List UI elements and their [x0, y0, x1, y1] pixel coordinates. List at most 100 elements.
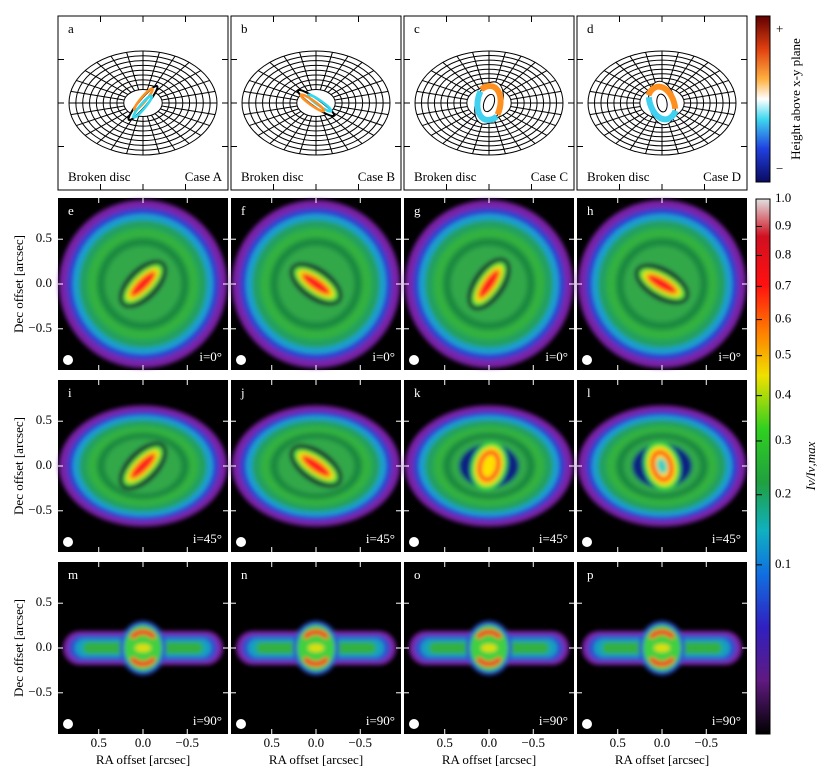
panel-letter: a [68, 21, 74, 36]
inner-disc-bottom [299, 93, 326, 113]
arc-top [302, 629, 330, 640]
beam [63, 537, 73, 547]
x-tick-label: −0.5 [521, 735, 545, 750]
image-panel: j i=45° [231, 380, 401, 552]
grid-spoke [110, 114, 136, 151]
grid-spoke [76, 108, 126, 127]
grid-spoke [615, 114, 649, 145]
x-tick-label: 0.5 [264, 735, 280, 750]
colorbar-top-plus: + [776, 21, 783, 36]
grid-spoke [675, 61, 709, 92]
y-tick-label: 0.0 [36, 275, 52, 290]
inclination-label: i=0° [372, 349, 395, 364]
colorbar-tick-label: 0.7 [775, 277, 792, 292]
y-tick-label: 0.5 [36, 230, 52, 245]
grid-spoke [498, 116, 522, 151]
model-label: Broken disc [587, 169, 650, 184]
panel-letter: j [240, 385, 245, 400]
grid-spoke [319, 52, 333, 90]
x-tick-label: 0.5 [437, 735, 453, 750]
panel-letter: e [68, 203, 74, 218]
colorbar-top-minus: − [776, 161, 783, 176]
x-axis-label: RA offset [arcsec] [442, 752, 536, 767]
emission [405, 405, 573, 527]
inner-red [301, 455, 331, 477]
y-tick-label: 0.5 [36, 594, 52, 609]
grid-spoke [146, 52, 160, 90]
x-axis-label: RA offset [arcsec] [615, 752, 709, 767]
y-axis-label: Dec offset [arcsec] [11, 235, 26, 333]
grid-spoke [157, 110, 202, 136]
y-tick-label: 0.5 [36, 412, 52, 427]
grid-spoke [595, 109, 643, 127]
beam [63, 355, 73, 365]
image-panel: h i=0° [577, 198, 747, 370]
case-label: Case A [185, 169, 223, 184]
inner-red-ring [650, 450, 674, 482]
grid-spoke [683, 90, 735, 101]
x-tick-label: 0.0 [308, 735, 324, 750]
x-axis-label: RA offset [arcsec] [269, 752, 363, 767]
y-tick-label: 0.0 [36, 457, 52, 472]
blob-yellow [135, 644, 151, 652]
grid-spoke [510, 90, 562, 101]
emission [578, 405, 746, 527]
grid-spoke [456, 55, 480, 90]
x-tick-label: 0.5 [91, 735, 107, 750]
y-tick-label: −0.5 [28, 320, 52, 335]
blob-yellow [308, 644, 324, 652]
blob-yellow [654, 644, 670, 652]
image-panel: i i=45° [58, 380, 228, 552]
x-tick-label: 0.0 [654, 735, 670, 750]
inner-disc-cold [474, 90, 499, 123]
panel-letter: m [68, 567, 78, 582]
colorbar-tick-label: 0.8 [775, 246, 791, 261]
grid-spoke [243, 105, 298, 116]
grid-spoke [330, 110, 375, 136]
grid-spoke [323, 114, 349, 151]
arc-bottom [302, 656, 330, 667]
colorbar-label: Iν/Iν,max [803, 441, 818, 491]
panel-letter: c [414, 21, 420, 36]
grid-spoke [645, 52, 658, 88]
arc-top [648, 629, 676, 640]
inner-red [478, 269, 500, 299]
grid-spoke [671, 116, 695, 151]
emission [578, 200, 746, 368]
image-panel: g i=0° [404, 198, 574, 370]
grid-spoke [666, 118, 679, 154]
x-tick-label: −0.5 [348, 735, 372, 750]
grid-spoke [333, 79, 383, 98]
grid-spoke [493, 118, 506, 154]
colorbar-tick-label: 0.5 [775, 347, 791, 362]
inner-hole [656, 93, 668, 113]
grid-spoke [416, 105, 468, 116]
inclination-label: i=45° [193, 531, 222, 546]
grid-spoke [257, 110, 302, 136]
image-panel: k i=45° [404, 380, 574, 552]
grid-spoke [430, 112, 472, 136]
colorbar-tick-label: 0.3 [775, 432, 791, 447]
grid-spoke [629, 55, 653, 90]
x-tick-label: 0.0 [481, 735, 497, 750]
inner-core [483, 458, 495, 474]
y-axis-label: Dec offset [arcsec] [11, 417, 26, 515]
inclination-label: i=90° [366, 713, 395, 728]
panel-letter: p [587, 567, 594, 582]
grid-spoke [249, 108, 299, 127]
inclination-label: i=0° [199, 349, 222, 364]
grid-spoke [502, 114, 536, 145]
disc-panel: c Broken disc Case C [403, 15, 575, 191]
panel-letter: b [241, 21, 248, 36]
emission [59, 405, 227, 527]
inner-core [656, 458, 668, 474]
arc-top [129, 629, 157, 640]
grid-spoke [126, 52, 140, 90]
grid-spoke [126, 116, 140, 154]
image-panel: m i=90° [58, 562, 228, 734]
grid-spoke [269, 113, 305, 145]
grid-spoke [150, 55, 176, 92]
grid-spoke [629, 116, 653, 151]
grid-spoke [442, 61, 476, 92]
grid-spoke [333, 108, 383, 127]
